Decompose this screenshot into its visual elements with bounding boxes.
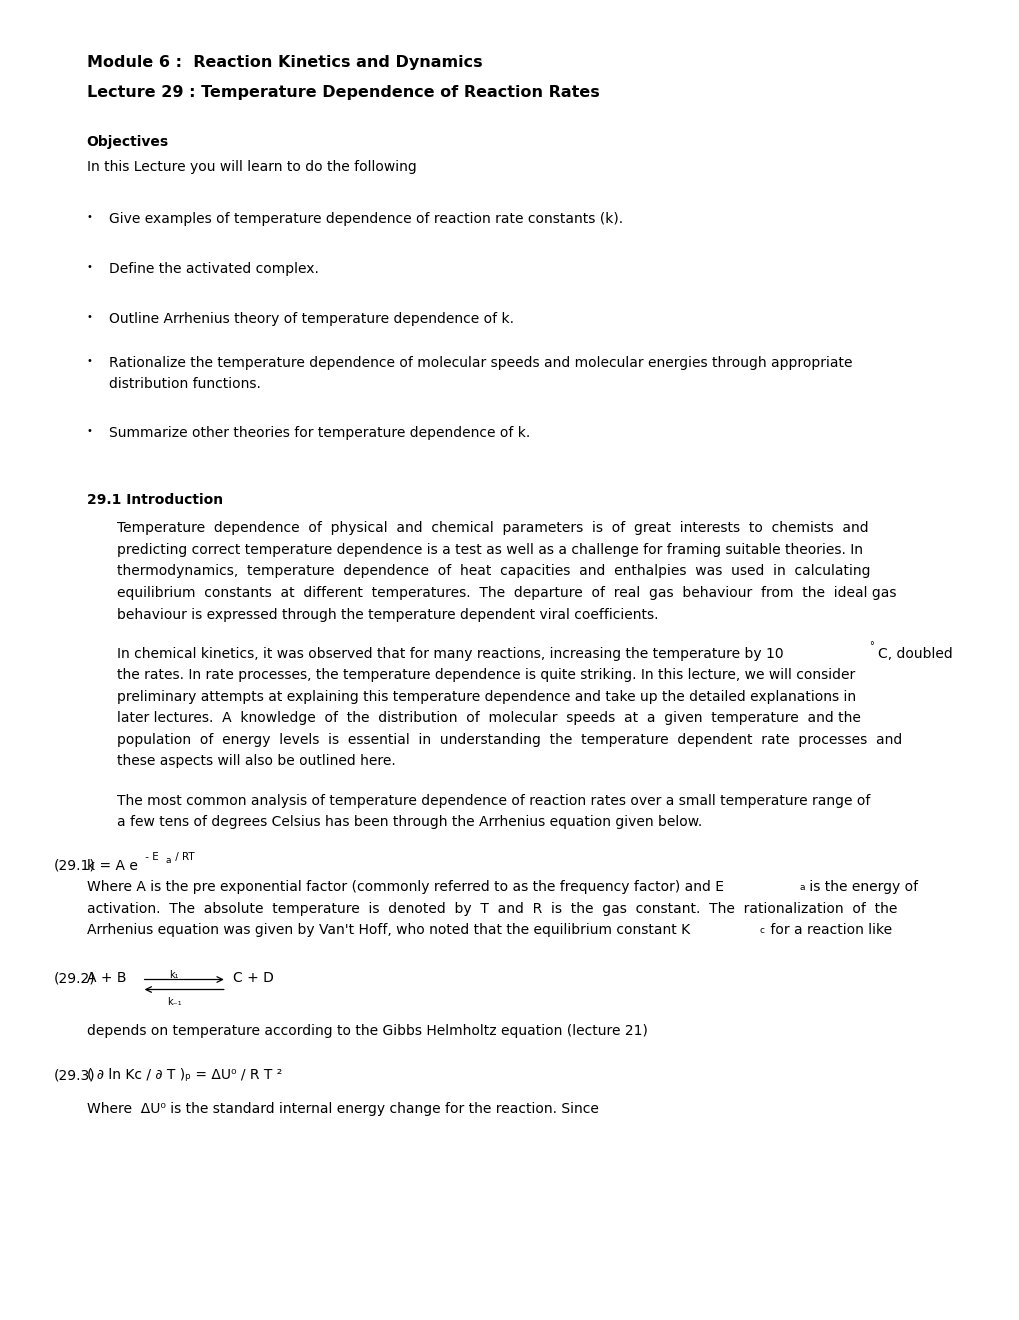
Text: Arrhenius equation was given by Van't Hoff, who noted that the equilibrium const: Arrhenius equation was given by Van't Ho… (87, 924, 689, 937)
Text: a: a (166, 855, 171, 865)
Text: activation.  The  absolute  temperature  is  denoted  by  T  and  R  is  the  ga: activation. The absolute temperature is … (87, 902, 896, 916)
Text: C, doubled: C, doubled (877, 647, 952, 661)
Text: In this Lecture you will learn to do the following: In this Lecture you will learn to do the… (87, 160, 416, 174)
Text: Module 6 :  Reaction Kinetics and Dynamics: Module 6 : Reaction Kinetics and Dynamic… (87, 55, 482, 70)
Text: behaviour is expressed through the temperature dependent viral coefficients.: behaviour is expressed through the tempe… (117, 607, 658, 622)
Text: C + D: C + D (232, 972, 273, 986)
Text: Summarize other theories for temperature dependence of k.: Summarize other theories for temperature… (109, 425, 530, 440)
Text: 29.1 Introduction: 29.1 Introduction (87, 494, 222, 507)
Text: k = A e: k = A e (87, 859, 138, 873)
Text: predicting correct temperature dependence is a test as well as a challenge for f: predicting correct temperature dependenc… (117, 543, 862, 557)
Text: a: a (799, 883, 804, 892)
Text: preliminary attempts at explaining this temperature dependence and take up the d: preliminary attempts at explaining this … (117, 690, 856, 704)
Text: Outline Arrhenius theory of temperature dependence of k.: Outline Arrhenius theory of temperature … (109, 312, 514, 326)
Text: •: • (87, 261, 93, 272)
Text: °: ° (868, 642, 873, 651)
Text: The most common analysis of temperature dependence of reaction rates over a smal: The most common analysis of temperature … (117, 795, 870, 808)
Text: •: • (87, 356, 93, 366)
Text: later lectures.  A  knowledge  of  the  distribution  of  molecular  speeds  at : later lectures. A knowledge of the distr… (117, 711, 860, 726)
Text: Objectives: Objectives (87, 135, 169, 149)
Text: / RT: / RT (172, 851, 195, 862)
Text: distribution functions.: distribution functions. (109, 378, 260, 392)
Text: thermodynamics,  temperature  dependence  of  heat  capacities  and  enthalpies : thermodynamics, temperature dependence o… (117, 565, 870, 578)
Text: k₁: k₁ (168, 970, 178, 981)
Text: •: • (87, 213, 93, 222)
Text: •: • (87, 312, 93, 322)
Text: (29.2): (29.2) (54, 972, 96, 986)
Text: equilibrium  constants  at  different  temperatures.  The  departure  of  real  : equilibrium constants at different tempe… (117, 586, 896, 601)
Text: (29.3): (29.3) (54, 1068, 96, 1082)
Text: population  of  energy  levels  is  essential  in  understanding  the  temperatu: population of energy levels is essential… (117, 733, 902, 747)
Text: A + B: A + B (87, 972, 126, 986)
Text: is the energy of: is the energy of (804, 880, 917, 895)
Text: depends on temperature according to the Gibbs Helmholtz equation (lecture 21): depends on temperature according to the … (87, 1023, 647, 1038)
Text: c: c (759, 927, 764, 936)
Text: - E: - E (142, 851, 159, 862)
Text: a few tens of degrees Celsius has been through the Arrhenius equation given belo: a few tens of degrees Celsius has been t… (117, 816, 702, 829)
Text: k₋₁: k₋₁ (166, 998, 181, 1007)
Text: In chemical kinetics, it was observed that for many reactions, increasing the te: In chemical kinetics, it was observed th… (117, 647, 784, 661)
Text: (29.1): (29.1) (54, 859, 96, 873)
Text: these aspects will also be outlined here.: these aspects will also be outlined here… (117, 755, 395, 768)
Text: Define the activated complex.: Define the activated complex. (109, 261, 318, 276)
Text: the rates. In rate processes, the temperature dependence is quite striking. In t: the rates. In rate processes, the temper… (117, 668, 855, 682)
Text: Lecture 29 : Temperature Dependence of Reaction Rates: Lecture 29 : Temperature Dependence of R… (87, 84, 599, 100)
Text: Temperature  dependence  of  physical  and  chemical  parameters  is  of  great : Temperature dependence of physical and c… (117, 521, 868, 536)
Text: for a reaction like: for a reaction like (765, 924, 891, 937)
Text: Where A is the pre exponential factor (commonly referred to as the frequency fac: Where A is the pre exponential factor (c… (87, 880, 723, 895)
Text: Give examples of temperature dependence of reaction rate constants (k).: Give examples of temperature dependence … (109, 213, 623, 226)
Text: •: • (87, 425, 93, 436)
Text: Where  ΔU⁰ is the standard internal energy change for the reaction. Since: Where ΔU⁰ is the standard internal energ… (87, 1102, 598, 1115)
Text: Rationalize the temperature dependence of molecular speeds and molecular energie: Rationalize the temperature dependence o… (109, 356, 851, 370)
Text: ( ∂ ln Kᴄ / ∂ T )ₚ = ΔU⁰ / R T ²: ( ∂ ln Kᴄ / ∂ T )ₚ = ΔU⁰ / R T ² (87, 1068, 281, 1082)
